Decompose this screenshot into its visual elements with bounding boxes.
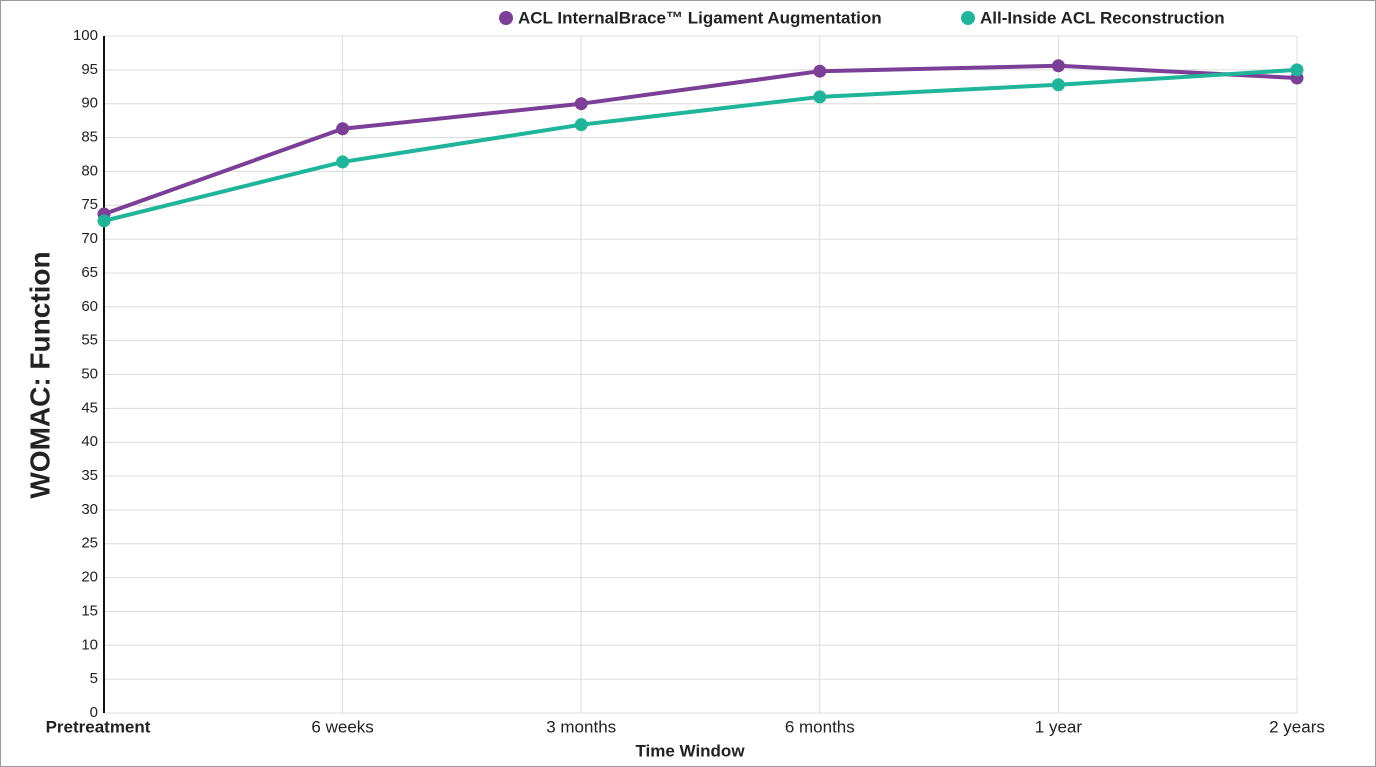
data-point — [336, 155, 350, 169]
data-point — [574, 97, 588, 111]
y-tick-label: 50 — [81, 365, 98, 382]
legend-marker — [499, 11, 513, 25]
y-tick-label: 55 — [81, 332, 98, 349]
x-axis-label: Time Window — [635, 741, 745, 760]
y-axis-label: WOMAC: Function — [24, 251, 55, 498]
y-tick-label: 75 — [81, 196, 98, 213]
data-point — [1290, 63, 1304, 77]
data-point — [1051, 78, 1065, 92]
data-point — [97, 214, 111, 228]
y-tick-label: 60 — [81, 298, 98, 315]
series-line — [103, 67, 1298, 223]
x-tick-label: 1 year — [1035, 717, 1083, 736]
series-line — [103, 63, 1298, 216]
data-point — [1051, 59, 1065, 73]
data-point — [574, 118, 588, 132]
y-tick-label: 35 — [81, 467, 98, 484]
y-tick-label: 100 — [73, 27, 98, 44]
y-tick-label: 10 — [81, 636, 98, 653]
y-tick-label: 25 — [81, 535, 98, 552]
legend-label: ACL InternalBrace™ Ligament Augmentation — [518, 8, 882, 27]
data-point — [813, 90, 827, 104]
data-point — [813, 64, 827, 78]
y-tick-label: 45 — [81, 399, 98, 416]
x-tick-label: 3 months — [546, 717, 616, 736]
y-tick-label: 0 — [90, 704, 98, 721]
x-tick-label: 2 years — [1269, 717, 1325, 736]
y-tick-label: 70 — [81, 230, 98, 247]
y-tick-label: 5 — [90, 670, 98, 687]
data-point — [336, 122, 350, 136]
y-tick-label: 80 — [81, 162, 98, 179]
y-tick-label: 65 — [81, 264, 98, 281]
y-tick-label: 30 — [81, 501, 98, 518]
y-tick-label: 85 — [81, 129, 98, 146]
y-tick-label: 20 — [81, 569, 98, 586]
x-tick-label: 6 months — [785, 717, 855, 736]
y-tick-label: 95 — [81, 61, 98, 78]
x-tick-label: Pretreatment — [46, 717, 151, 736]
legend-marker — [961, 11, 975, 25]
legend-label: All-Inside ACL Reconstruction — [980, 8, 1225, 27]
y-tick-label: 15 — [81, 602, 98, 619]
y-tick-label: 90 — [81, 95, 98, 112]
x-tick-label: 6 weeks — [311, 717, 373, 736]
y-tick-label: 40 — [81, 433, 98, 450]
